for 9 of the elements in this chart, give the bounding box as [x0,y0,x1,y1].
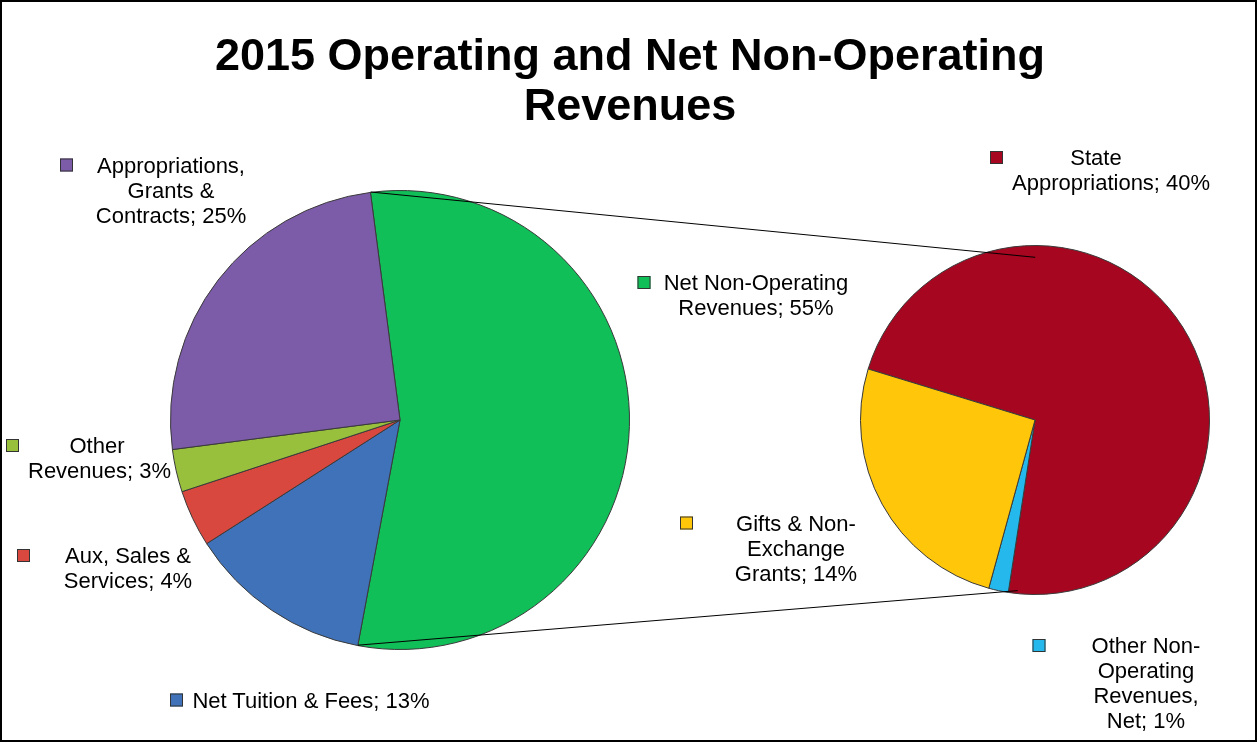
chart-title: 2015 Operating and Net Non-Operating Revenues [213,29,1047,130]
legend-label: Other Non-Operating Revenues, Net; 1% [1091,633,1201,733]
slice-label: State Appropriations; 40% [1012,145,1211,195]
legend-label: Other Revenues; 3% [28,433,172,483]
legend-label: Aux, Sales & Services; 4% [63,543,193,593]
legend-label: Net Non-Operating Revenues; 55% [663,270,849,320]
legend-label: Gifts & Non-Exchange Grants; 14% [734,510,858,586]
legend-label: Net Tuition & Fees; 13% [192,687,430,713]
legend-label: Appropriations, Grants & Contracts; 25% [95,152,247,228]
